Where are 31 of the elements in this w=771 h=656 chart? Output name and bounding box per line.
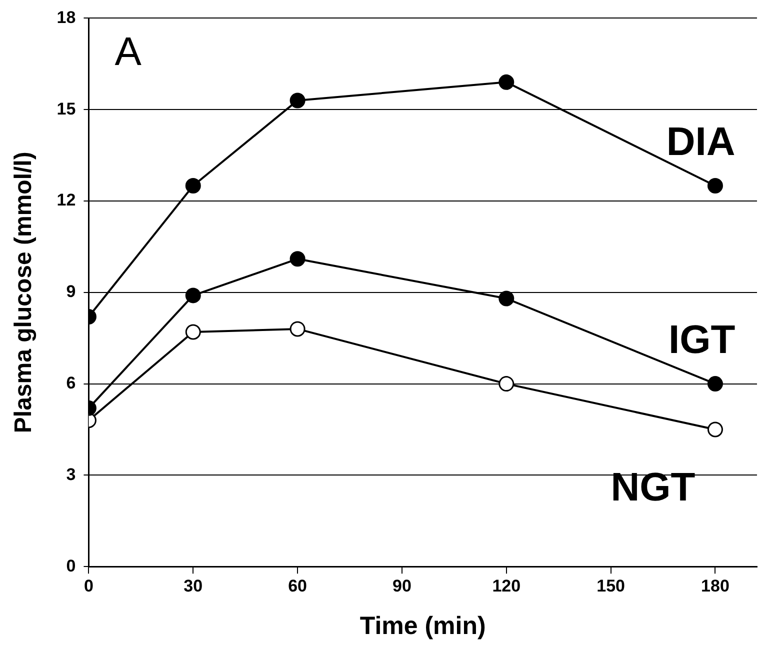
point <box>290 92 306 108</box>
y-axis-title: Plasma glucose (mmol/l) <box>10 152 38 434</box>
point <box>707 178 723 194</box>
x-tick-label: 90 <box>392 576 412 596</box>
y-tick-label: 6 <box>66 373 76 392</box>
point <box>707 376 723 392</box>
y-tick-label: 12 <box>56 190 76 210</box>
x-tick-label: 30 <box>184 576 203 596</box>
point <box>290 251 306 267</box>
point <box>498 290 514 306</box>
series-label: IGT <box>668 318 736 362</box>
annotation: A <box>114 30 142 74</box>
x-tick-label: 120 <box>492 576 521 596</box>
point <box>290 321 306 337</box>
point <box>185 178 201 194</box>
x-tick-label: 0 <box>84 576 94 596</box>
point <box>498 376 514 392</box>
y-tick-label: 18 <box>56 8 76 27</box>
x-tick-label: 150 <box>596 576 625 596</box>
x-axis-title: Time (min) <box>360 612 486 640</box>
point <box>185 288 201 304</box>
y-tick-label: 9 <box>66 282 76 302</box>
x-tick-label: 60 <box>288 576 308 596</box>
point <box>185 324 201 340</box>
y-tick-label: 15 <box>56 99 76 118</box>
series-label: DIA <box>666 120 736 164</box>
y-tick-label: 3 <box>66 464 76 484</box>
point <box>498 74 514 90</box>
point <box>707 422 723 438</box>
y-tick-label: 0 <box>66 556 76 576</box>
x-tick-label: 180 <box>701 576 730 596</box>
